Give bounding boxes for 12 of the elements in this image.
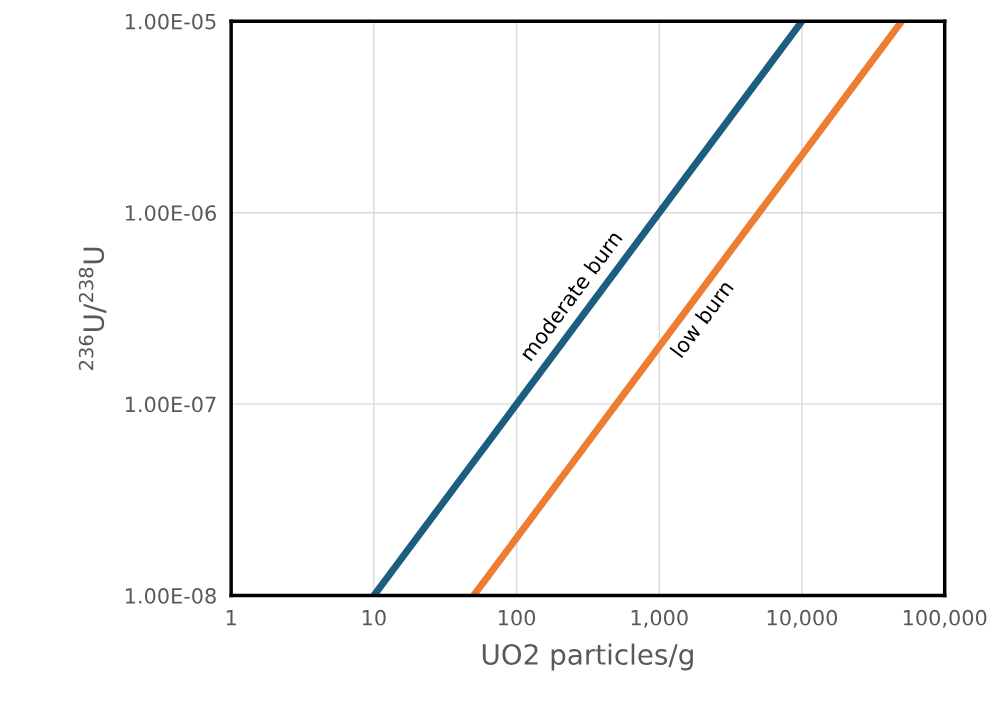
y-axis-title: $^{236}$U/$^{238}$U <box>78 247 107 370</box>
y-tick-label: 1.00E-07 <box>125 396 216 413</box>
x-axis-title: UO2 particles/g <box>482 643 693 671</box>
y-tick-label: 1.00E-06 <box>125 205 216 221</box>
y-tick-label: 1.00E-05 <box>125 13 216 30</box>
x-tick-label: 1,000 <box>631 609 688 628</box>
x-tick-label: 100 <box>498 609 536 626</box>
x-tick-label: 1 <box>226 610 236 626</box>
x-tick-label: 10 <box>362 609 386 626</box>
y-tick-label: 1.00E-08 <box>125 588 216 604</box>
x-tick-label: 100,000 <box>903 609 987 628</box>
x-tick-label: 10,000 <box>767 609 838 628</box>
